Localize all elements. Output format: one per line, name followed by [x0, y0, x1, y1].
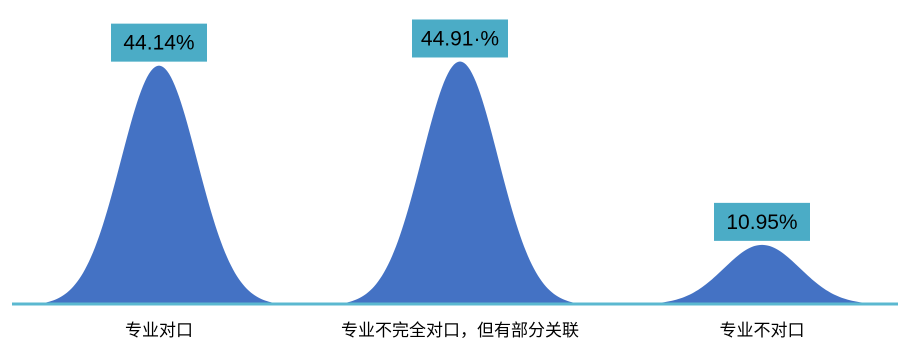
- data-label-box: [412, 19, 508, 58]
- peak-shape: [338, 61, 582, 304]
- data-label: 44.91·%: [421, 27, 499, 50]
- peaks-layer: [37, 61, 884, 304]
- peak-shape: [640, 244, 884, 304]
- category-layer: 专业对口 专业不完全对口，但有部分关联 专业不对口: [125, 321, 805, 340]
- category-label: 专业不完全对口，但有部分关联: [341, 321, 579, 340]
- data-label-box: [714, 202, 810, 241]
- data-label-box: [111, 23, 207, 62]
- category-label: 专业对口: [125, 321, 193, 340]
- peak-shape: [37, 65, 281, 304]
- category-label: 专业不对口: [720, 321, 805, 340]
- data-label: 44.14%: [123, 32, 194, 55]
- data-label: 10.95%: [726, 211, 797, 234]
- labels-layer: 44.14% 44.91·% 10.95%: [111, 19, 810, 241]
